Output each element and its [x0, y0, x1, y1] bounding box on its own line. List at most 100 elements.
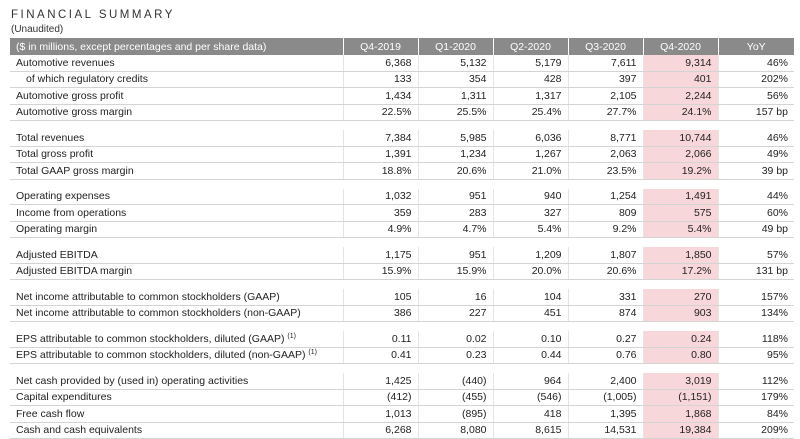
- cell-q4-2019: 105: [343, 289, 419, 306]
- cell-q4-2020: 3,019: [643, 373, 719, 390]
- spacer-cell: [10, 280, 343, 290]
- cell-q3-2020: 23.5%: [568, 162, 644, 180]
- cell-q3-2020: 1,395: [568, 405, 644, 423]
- spacer-cell: [718, 179, 794, 189]
- cell-q2-2020: 104: [493, 289, 569, 306]
- spacer-cell: [10, 121, 343, 131]
- cell-yoy: 46%: [718, 130, 794, 147]
- spacer-cell: [718, 238, 794, 248]
- cell-q2-2020: 0.10: [493, 331, 569, 348]
- row-label: Net income attributable to common stockh…: [10, 305, 344, 322]
- spacer-cell: [568, 364, 643, 374]
- cell-q2-2020: 0.44: [493, 347, 569, 364]
- cell-yoy: 44%: [718, 188, 794, 205]
- footnote-marker: (1): [287, 332, 296, 340]
- spacer-cell: [418, 364, 493, 374]
- row-label-text: EPS attributable to common stockholders,…: [16, 349, 306, 362]
- cell-q2-2020: (546): [493, 389, 569, 406]
- cell-q3-2020: 27.7%: [568, 104, 644, 121]
- cell-q3-2020: 1,254: [568, 188, 644, 205]
- cell-q2-2020: 5,179: [493, 55, 569, 72]
- spacer-cell: [643, 363, 718, 373]
- cell-yoy: 202%: [718, 71, 794, 88]
- cell-yoy: 39 bp: [718, 162, 794, 180]
- cell-q4-2020: 19,384: [643, 422, 719, 439]
- cell-q2-2020: 418: [493, 405, 569, 423]
- spacer-cell: [343, 280, 418, 290]
- spacer-cell: [343, 322, 418, 332]
- cell-q1-2020: 5,985: [418, 130, 494, 147]
- cell-q1-2020: (895): [418, 405, 494, 423]
- table-row: EPS attributable to common stockholders,…: [10, 331, 794, 348]
- cell-q1-2020: 283: [418, 204, 494, 222]
- cell-q4-2019: 1,013: [343, 405, 419, 423]
- spacer-cell: [418, 238, 493, 248]
- header-q1-2020: Q1-2020: [418, 38, 494, 55]
- cell-q4-2019: 1,032: [343, 188, 419, 205]
- page-subtitle: (Unaudited): [11, 24, 64, 35]
- spacer-cell: [718, 364, 794, 374]
- row-label: Net cash provided by (used in) operating…: [10, 373, 344, 390]
- cell-q2-2020: 451: [493, 305, 569, 322]
- cell-q3-2020: 8,771: [568, 130, 644, 147]
- cell-q3-2020: 397: [568, 71, 644, 88]
- cell-yoy: 84%: [718, 405, 794, 423]
- cell-yoy: 57%: [718, 247, 794, 264]
- row-label-text: Adjusted EBITDA: [16, 248, 98, 261]
- table-body: Automotive revenues 6,368 5,132 5,179 7,611 9…: [10, 55, 794, 439]
- row-label-text: Total gross profit: [16, 148, 94, 161]
- table-row: Free cash flow 1,013 (895) 418 1,395 1,868 84%: [10, 405, 794, 423]
- cell-q4-2019: 15.9%: [343, 263, 419, 280]
- cell-q3-2020: 14,531: [568, 422, 644, 439]
- header-q4-2020: Q4-2020: [643, 38, 719, 55]
- cell-q3-2020: (1,005): [568, 389, 644, 406]
- row-label: EPS attributable to common stockholders,…: [10, 347, 344, 364]
- spacer-cell: [418, 179, 493, 189]
- cell-q3-2020: 874: [568, 305, 644, 322]
- cell-yoy: 56%: [718, 87, 794, 105]
- cell-q4-2020: 0.24: [643, 331, 719, 348]
- cell-yoy: 49%: [718, 146, 794, 163]
- spacer-cell: [568, 238, 643, 248]
- row-label-text: Operating expenses: [16, 190, 110, 203]
- table-row: EPS attributable to common stockholders,…: [10, 347, 794, 364]
- cell-q1-2020: 25.5%: [418, 104, 494, 121]
- cell-yoy: 95%: [718, 347, 794, 364]
- row-label: EPS attributable to common stockholders,…: [10, 331, 344, 348]
- row-label-text: Total GAAP gross margin: [16, 164, 134, 177]
- cell-q1-2020: 227: [418, 305, 494, 322]
- cell-yoy: 157 bp: [718, 104, 794, 121]
- cell-q1-2020: 20.6%: [418, 162, 494, 180]
- cell-q4-2019: 6,268: [343, 422, 419, 439]
- row-label: Total GAAP gross margin: [10, 162, 344, 180]
- cell-q3-2020: 20.6%: [568, 263, 644, 280]
- cell-q4-2019: 18.8%: [343, 162, 419, 180]
- spacer-cell: [493, 179, 568, 189]
- group-spacer: [10, 179, 794, 189]
- cell-q2-2020: 1,267: [493, 146, 569, 163]
- cell-yoy: 131 bp: [718, 263, 794, 280]
- cell-q3-2020: 331: [568, 289, 644, 306]
- cell-q4-2020: 903: [643, 305, 719, 322]
- cell-q4-2020: 24.1%: [643, 104, 719, 121]
- cell-q1-2020: (440): [418, 373, 494, 390]
- cell-q4-2019: 1,434: [343, 87, 419, 105]
- cell-q3-2020: 2,063: [568, 146, 644, 163]
- cell-q4-2020: (1,151): [643, 389, 719, 406]
- cell-q4-2020: 17.2%: [643, 263, 719, 280]
- cell-q4-2020: 9,314: [643, 55, 719, 72]
- cell-q4-2020: 2,244: [643, 87, 719, 105]
- spacer-cell: [568, 121, 643, 131]
- cell-q4-2019: 7,384: [343, 130, 419, 147]
- spacer-cell: [643, 120, 718, 130]
- cell-q1-2020: 951: [418, 188, 494, 205]
- row-label-text: Income from operations: [16, 206, 127, 219]
- cell-yoy: 112%: [718, 373, 794, 390]
- table-row: Adjusted EBITDA margin 15.9% 15.9% 20.0% 20.…: [10, 263, 794, 280]
- financial-summary-table: ($ in millions, except percentages and p…: [10, 38, 794, 439]
- cell-q1-2020: 4.7%: [418, 221, 494, 238]
- row-label: Capital expenditures: [10, 389, 344, 406]
- spacer-cell: [643, 237, 718, 247]
- spacer-cell: [493, 322, 568, 332]
- row-label: Automotive gross profit: [10, 87, 344, 105]
